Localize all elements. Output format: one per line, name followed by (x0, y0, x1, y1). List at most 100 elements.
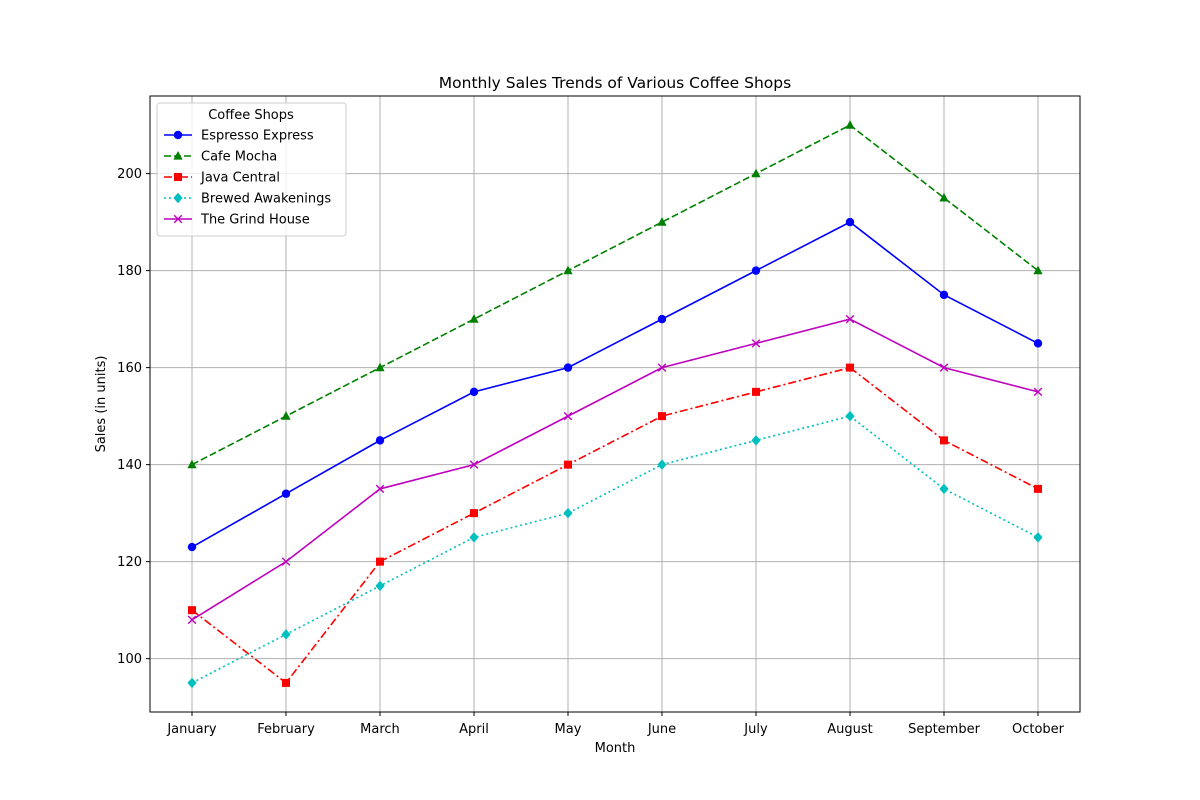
plot-frame (149, 95, 1081, 713)
x-tick-label: February (257, 722, 315, 737)
data-point-the-grind-house (1033, 387, 1043, 397)
legend-marker (173, 151, 183, 160)
x-tick-label: June (647, 722, 676, 737)
data-point-java-central (470, 509, 478, 518)
legend-label: Brewed Awakenings (201, 192, 331, 207)
series-brewed-awakenings (187, 410, 1043, 689)
legend-marker (173, 214, 183, 224)
data-point-the-grind-house (845, 314, 855, 324)
data-point-java-central (376, 557, 384, 566)
series-cafe-mocha (187, 120, 1043, 469)
data-point-cafe-mocha (751, 168, 761, 178)
data-point-cafe-mocha (281, 411, 291, 420)
y-axis-ticks: 100 120 140 160 180 200 (117, 167, 150, 667)
data-point-the-grind-house (657, 363, 667, 372)
data-point-espresso-express (469, 387, 479, 397)
series-java-central (188, 363, 1042, 687)
data-point-java-central (940, 436, 948, 445)
data-point-espresso-express (845, 217, 855, 227)
data-point-the-grind-house (751, 339, 761, 348)
data-point-java-central (282, 678, 290, 687)
y-tick-label: 140 (117, 458, 142, 473)
data-point-brewed-awakenings (751, 435, 761, 446)
x-tick-label: August (827, 722, 873, 737)
data-point-brewed-awakenings (563, 507, 573, 519)
x-tick-label: October (1012, 722, 1065, 737)
y-axis-title: Sales (in units) (94, 356, 109, 453)
data-point-cafe-mocha (1033, 265, 1043, 275)
legend-label: The Grind House (200, 213, 310, 228)
y-tick-label: 120 (117, 555, 142, 570)
data-point-brewed-awakenings (281, 629, 291, 640)
data-point-espresso-express (751, 266, 761, 275)
legend-item-java-central: Java Central (164, 171, 280, 186)
x-axis-ticks: January February March April May June July Augu… (166, 712, 1065, 737)
y-tick-label: 100 (117, 652, 142, 667)
data-point-espresso-express (375, 436, 385, 445)
data-point-java-central (564, 460, 572, 469)
legend-marker (173, 192, 183, 204)
x-tick-label: September (908, 722, 981, 737)
legend-item-brewed-awakenings: Brewed Awakenings (164, 192, 331, 207)
legend-marker (173, 130, 183, 140)
legend-label: Cafe Mocha (201, 150, 277, 165)
data-point-cafe-mocha (563, 265, 573, 275)
data-point-the-grind-house (187, 615, 197, 625)
data-point-brewed-awakenings (375, 580, 385, 592)
data-point-espresso-express (187, 542, 197, 552)
data-point-espresso-express (563, 363, 573, 372)
data-point-the-grind-house (375, 484, 385, 494)
data-point-espresso-express (939, 290, 949, 300)
data-point-java-central (658, 412, 666, 421)
data-point-brewed-awakenings (845, 410, 855, 422)
data-point-the-grind-house (281, 557, 291, 566)
legend-box (156, 102, 347, 237)
series-line-java-central (191, 366, 1039, 685)
data-point-cafe-mocha (187, 459, 197, 469)
data-point-java-central (1034, 484, 1042, 493)
data-point-java-central (188, 606, 196, 615)
data-point-espresso-express (281, 489, 291, 498)
y-tick-label: 180 (117, 264, 142, 279)
y-tick-label: 200 (117, 167, 142, 182)
data-point-cafe-mocha (939, 192, 949, 202)
legend-item-the-grind-house: The Grind House (164, 213, 310, 228)
series-espresso-express (187, 217, 1043, 552)
legend-label: Espresso Express (201, 129, 314, 144)
data-point-brewed-awakenings (657, 459, 667, 470)
series-line-the-grind-house (191, 318, 1039, 621)
data-point-java-central (846, 363, 854, 372)
data-point-cafe-mocha (375, 362, 385, 372)
series-line-cafe-mocha (191, 124, 1039, 466)
x-tick-label: May (555, 722, 582, 737)
data-point-the-grind-house (563, 411, 573, 421)
series-the-grind-house (187, 314, 1043, 625)
x-tick-label: January (166, 722, 217, 737)
data-point-brewed-awakenings (469, 532, 479, 543)
y-tick-label: 160 (117, 361, 142, 376)
series-layer (187, 120, 1043, 689)
data-point-brewed-awakenings (187, 677, 197, 689)
x-tick-label: March (360, 722, 400, 737)
legend-item-cafe-mocha: Cafe Mocha (164, 150, 277, 165)
legend-marker (174, 173, 182, 181)
x-tick-label: July (743, 722, 768, 737)
x-axis-title: Month (595, 741, 636, 756)
legend-item-espresso-express: Espresso Express (164, 129, 314, 144)
legend-label: Java Central (200, 171, 280, 186)
data-point-espresso-express (657, 314, 667, 324)
series-line-espresso-express (191, 221, 1039, 548)
data-point-java-central (752, 387, 760, 396)
chart-title: Monthly Sales Trends of Various Coffee S… (439, 74, 791, 92)
legend: Coffee Shops Espresso Express Cafe Mocha J… (156, 102, 347, 237)
data-point-the-grind-house (939, 363, 949, 372)
data-point-espresso-express (1033, 339, 1043, 348)
legend-items: Espresso Express Cafe Mocha Java Central Br… (164, 129, 331, 228)
data-point-cafe-mocha (657, 217, 667, 226)
data-point-the-grind-house (469, 460, 479, 469)
data-point-brewed-awakenings (939, 483, 949, 495)
data-point-cafe-mocha (845, 120, 855, 129)
data-point-cafe-mocha (469, 314, 479, 323)
